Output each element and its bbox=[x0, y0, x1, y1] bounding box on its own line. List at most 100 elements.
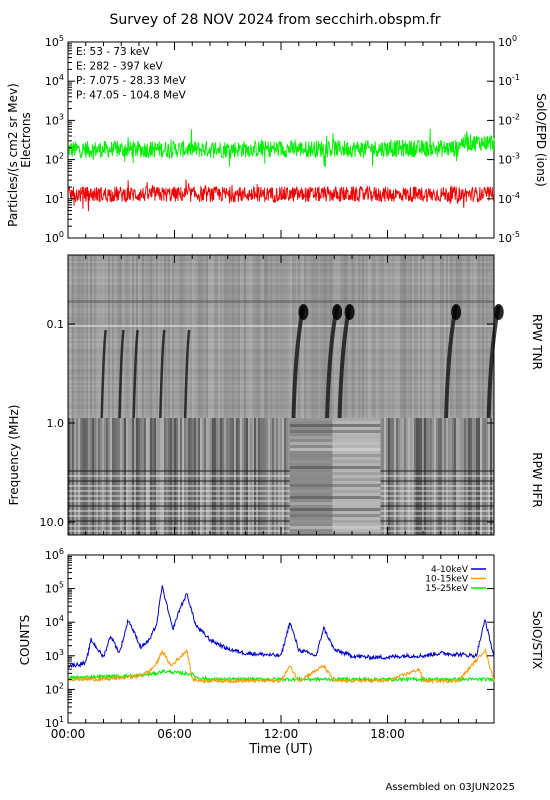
epd-ylabel-left-line2: Electrons bbox=[19, 112, 33, 167]
rpw-hfr-stripe bbox=[156, 418, 158, 535]
rpw-tnr-line bbox=[68, 325, 494, 327]
rpw-tnr-stripe bbox=[398, 255, 400, 418]
rpw-tnr-band bbox=[68, 315, 494, 317]
epd-legend-entry-1: E: 53 - 73 keV bbox=[76, 46, 150, 58]
rpw-tnr-stripe bbox=[362, 255, 364, 418]
rpw-tnr-stripe bbox=[474, 255, 476, 418]
rpw-hfr-stripe bbox=[170, 418, 172, 535]
rpw-tnr-stripe bbox=[270, 255, 272, 418]
rpw-tnr-band bbox=[68, 275, 494, 277]
rpw-ylabel: Frequency (MHz) bbox=[7, 405, 21, 506]
rpw-tnr-stripe bbox=[212, 255, 214, 418]
stix-legend-label-2: 10-15keV bbox=[425, 575, 469, 585]
rpw-hfr-stripe bbox=[492, 418, 494, 535]
rpw-tnr-stripe bbox=[74, 255, 76, 418]
figure-title: Survey of 28 NOV 2024 from secchirh.obsp… bbox=[109, 12, 440, 28]
rpw-tnr-band bbox=[68, 321, 494, 323]
epd-ytick-right-label: 10-3 bbox=[498, 152, 520, 167]
rpw-hfr-stripe bbox=[200, 418, 202, 535]
rpw-hfr-stripe bbox=[128, 418, 130, 535]
rpw-hfr-gap-band bbox=[289, 460, 381, 463]
rpw-tnr-band bbox=[68, 263, 494, 265]
rpw-tnr-band bbox=[68, 281, 494, 283]
rpw-tnr-stripe bbox=[200, 255, 202, 418]
rpw-hfr-stripe bbox=[288, 418, 290, 535]
rpw-tnr-stripe bbox=[100, 255, 102, 418]
rpw-hfr-stripe bbox=[392, 418, 394, 535]
rpw-hfr-stripe bbox=[280, 418, 282, 535]
rpw-tnr-band bbox=[68, 345, 494, 347]
rpw-tnr-band bbox=[68, 413, 494, 415]
rpw-tnr-band bbox=[68, 395, 494, 397]
rpw-hfr-band bbox=[68, 510, 494, 512]
rpw-hfr-stripe bbox=[264, 418, 266, 535]
stix-ytick-label: 104 bbox=[45, 614, 64, 629]
rpw-tnr-stripe bbox=[252, 255, 254, 418]
rpw-hfr-band bbox=[68, 470, 494, 472]
rpw-tnr-stripe bbox=[258, 255, 260, 418]
rpw-tnr-stripe bbox=[228, 255, 230, 418]
rpw-tnr-stripe bbox=[140, 255, 142, 418]
epd-ylabel-right: SolO/EPD (ions) bbox=[534, 93, 548, 187]
rpw-tnr-band bbox=[68, 411, 494, 413]
rpw-tnr-band bbox=[68, 349, 494, 351]
rpw-hfr-stripe bbox=[120, 418, 122, 535]
rpw-hfr-stripe bbox=[130, 418, 132, 535]
rpw-hfr-stripe bbox=[222, 418, 224, 535]
rpw-hfr-gap-band bbox=[289, 520, 381, 523]
stix-legend-label-3: 15-25keV bbox=[425, 584, 469, 594]
rpw-tnr-stripe bbox=[180, 255, 182, 418]
rpw-tnr-band bbox=[68, 391, 494, 393]
rpw-tnr-band bbox=[68, 385, 494, 387]
rpw-tnr-stripe bbox=[320, 255, 322, 418]
rpw-tnr-band bbox=[68, 383, 494, 385]
epd-ytick-left-label: 104 bbox=[45, 73, 64, 88]
rpw-tnr-stripe bbox=[366, 255, 368, 418]
rpw-tnr-stripe bbox=[230, 255, 232, 418]
rpw-tnr-stripe bbox=[446, 255, 448, 418]
rpw-hfr-stripe bbox=[196, 418, 198, 535]
rpw-hfr-stripe bbox=[432, 418, 434, 535]
rpw-tnr-stripe bbox=[114, 255, 116, 418]
rpw-tnr-band bbox=[68, 375, 494, 377]
xaxis-label: Time (UT) bbox=[248, 742, 313, 757]
rpw-hfr-stripe bbox=[278, 418, 280, 535]
rpw-hfr-gap-band bbox=[289, 514, 381, 517]
rpw-tnr-stripe bbox=[464, 255, 466, 418]
footer-assembled: Assembled on 03JUN2025 bbox=[385, 782, 515, 793]
rpw-hfr-stripe bbox=[418, 418, 420, 535]
epd-ytick-left-label: 105 bbox=[45, 34, 64, 49]
epd-ytick-left-label: 102 bbox=[45, 152, 64, 167]
rpw-tnr-stripe bbox=[262, 255, 264, 418]
rpw-tnr-stripe bbox=[184, 255, 186, 418]
rpw-tnr-band bbox=[68, 363, 494, 365]
rpw-tnr-stripe bbox=[202, 255, 204, 418]
rpw-tnr-stripe bbox=[218, 255, 220, 418]
rpw-tnr-stripe bbox=[266, 255, 268, 418]
stix-ylabel-right: SolO/STIX bbox=[530, 611, 544, 670]
epd-legend-entry-2: E: 282 - 397 keV bbox=[76, 61, 164, 73]
rpw-hfr-stripe bbox=[282, 418, 284, 535]
rpw-tnr-band bbox=[68, 371, 494, 373]
rpw-tnr-stripe bbox=[380, 255, 382, 418]
rpw-tnr-stripe bbox=[410, 255, 412, 418]
rpw-hfr-stripe bbox=[458, 418, 460, 535]
rpw-hfr-stripe bbox=[192, 418, 194, 535]
rpw-hfr-stripe bbox=[210, 418, 212, 535]
epd-ytick-left-label: 101 bbox=[45, 191, 64, 206]
rpw-hfr-stripe bbox=[472, 418, 474, 535]
rpw-hfr-stripe bbox=[274, 418, 276, 535]
rpw-tnr-stripe bbox=[370, 255, 372, 418]
rpw-hfr-stripe bbox=[424, 418, 426, 535]
rpw-tnr-stripe bbox=[178, 255, 180, 418]
rpw-hfr-stripe bbox=[452, 418, 454, 535]
rpw-hfr-gap-band bbox=[289, 508, 381, 511]
rpw-hfr-stripe bbox=[246, 418, 248, 535]
rpw-hfr-band bbox=[68, 490, 494, 492]
rpw-tnr-stripe bbox=[216, 255, 218, 418]
rpw-hfr-gap-band bbox=[289, 448, 381, 451]
rpw-tnr-band bbox=[68, 331, 494, 333]
rpw-hfr-stripe bbox=[166, 418, 168, 535]
time-tick-label: 00:00 bbox=[51, 727, 86, 741]
